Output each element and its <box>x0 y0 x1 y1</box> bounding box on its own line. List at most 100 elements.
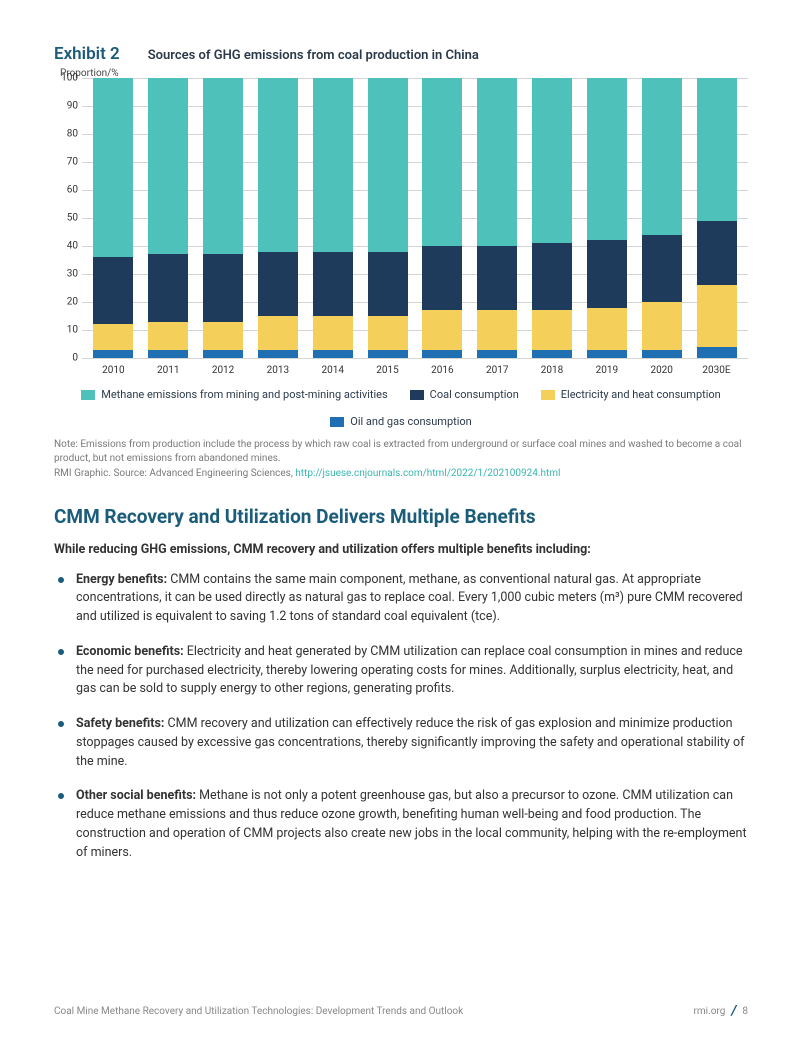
bullet-label: Economic benefits: <box>76 644 184 659</box>
bar-segment <box>697 347 737 358</box>
x-tick-label: 2020 <box>650 365 672 376</box>
bar-segment <box>313 350 353 358</box>
bar-segment <box>203 78 243 254</box>
bullet-label: Energy benefits: <box>76 572 167 587</box>
bullet-item: Economic benefits: Electricity and heat … <box>54 643 748 699</box>
x-tick-label: 2019 <box>596 365 618 376</box>
bar-segment <box>477 78 517 246</box>
ghg-stacked-chart: Proportion/% 0102030405060708090100 2010… <box>54 70 748 380</box>
bar-segment <box>148 254 188 321</box>
y-tick-label: 50 <box>56 213 78 224</box>
y-tick-label: 80 <box>56 129 78 140</box>
y-tick-label: 10 <box>56 325 78 336</box>
chart-legend: Methane emissions from mining and post-m… <box>54 388 748 428</box>
bar-segment <box>697 78 737 221</box>
bar-segment <box>532 310 572 349</box>
legend-label: Electricity and heat consumption <box>561 388 721 401</box>
bar-segment <box>368 78 408 252</box>
bar-column: 2010 <box>93 78 133 358</box>
bar-column: 2011 <box>148 78 188 358</box>
y-tick-label: 20 <box>56 297 78 308</box>
bar-segment <box>587 78 627 240</box>
bar-segment <box>368 316 408 350</box>
bar-segment <box>93 78 133 257</box>
bar-segment <box>93 324 133 349</box>
bar-segment <box>313 78 353 252</box>
legend-item: Oil and gas consumption <box>330 415 472 428</box>
x-tick-label: 2030E <box>702 365 730 376</box>
bar-column: 2015 <box>368 78 408 358</box>
legend-item: Electricity and heat consumption <box>541 388 721 401</box>
bar-segment <box>587 240 627 307</box>
bullet-label: Safety benefits: <box>76 716 164 731</box>
legend-item: Methane emissions from mining and post-m… <box>81 388 387 401</box>
x-tick-label: 2018 <box>541 365 563 376</box>
chart-source: RMI Graphic. Source: Advanced Engineerin… <box>54 467 748 481</box>
legend-swatch <box>81 390 95 400</box>
exhibit-number: Exhibit 2 <box>54 44 120 64</box>
bar-segment <box>422 246 462 310</box>
bar-segment <box>587 308 627 350</box>
bar-segment <box>422 350 462 358</box>
bar-segment <box>203 322 243 350</box>
legend-label: Oil and gas consumption <box>350 415 472 428</box>
chart-note: Note: Emissions from production include … <box>54 438 748 465</box>
bar-segment <box>532 243 572 310</box>
legend-label: Coal consumption <box>430 388 519 401</box>
bar-segment <box>697 221 737 285</box>
bar-segment <box>258 350 298 358</box>
bar-column: 2030E <box>697 78 737 358</box>
legend-swatch <box>410 390 424 400</box>
bar-column: 2018 <box>532 78 572 358</box>
gridline <box>82 358 748 359</box>
legend-label: Methane emissions from mining and post-m… <box>101 388 387 401</box>
footer-doc-title: Coal Mine Methane Recovery and Utilizati… <box>54 1006 463 1017</box>
x-tick-label: 2013 <box>267 365 289 376</box>
footer-page-number: 8 <box>742 1006 748 1017</box>
bar-segment <box>368 350 408 358</box>
bar-segment <box>477 310 517 349</box>
bar-segment <box>313 316 353 350</box>
section-intro: While reducing GHG emissions, CMM recove… <box>54 542 748 557</box>
bar-segment <box>148 350 188 358</box>
x-tick-label: 2011 <box>157 365 179 376</box>
bar-column: 2017 <box>477 78 517 358</box>
bullet-label: Other social benefits: <box>76 788 196 803</box>
bar-segment <box>642 302 682 350</box>
bar-column: 2013 <box>258 78 298 358</box>
bar-column: 2012 <box>203 78 243 358</box>
bar-segment <box>203 350 243 358</box>
bar-segment <box>422 310 462 349</box>
bar-segment <box>148 78 188 254</box>
bar-segment <box>258 316 298 350</box>
bar-segment <box>258 252 298 316</box>
source-link[interactable]: http://jsuese.cnjournals.com/html/2022/1… <box>295 468 560 479</box>
bar-segment <box>93 350 133 358</box>
y-tick-label: 90 <box>56 101 78 112</box>
bar-segment <box>313 252 353 316</box>
bullet-text: CMM recovery and utilization can effecti… <box>76 716 744 769</box>
y-tick-label: 0 <box>56 353 78 364</box>
bullet-text: CMM contains the same main component, me… <box>76 572 743 625</box>
bar-column: 2014 <box>313 78 353 358</box>
bar-segment <box>258 78 298 252</box>
x-tick-label: 2012 <box>212 365 234 376</box>
bar-segment <box>587 350 627 358</box>
x-tick-label: 2014 <box>321 365 343 376</box>
bar-segment <box>368 252 408 316</box>
y-tick-label: 70 <box>56 157 78 168</box>
bar-segment <box>532 350 572 358</box>
bar-segment <box>697 285 737 347</box>
y-tick-label: 30 <box>56 269 78 280</box>
legend-item: Coal consumption <box>410 388 519 401</box>
legend-swatch <box>330 417 344 427</box>
x-tick-label: 2016 <box>431 365 453 376</box>
bar-segment <box>642 235 682 302</box>
x-tick-label: 2015 <box>376 365 398 376</box>
bar-segment <box>148 322 188 350</box>
x-tick-label: 2010 <box>102 365 124 376</box>
y-tick-label: 60 <box>56 185 78 196</box>
bar-segment <box>422 78 462 246</box>
footer-divider-icon: / <box>731 1003 736 1019</box>
y-tick-label: 100 <box>56 73 78 84</box>
